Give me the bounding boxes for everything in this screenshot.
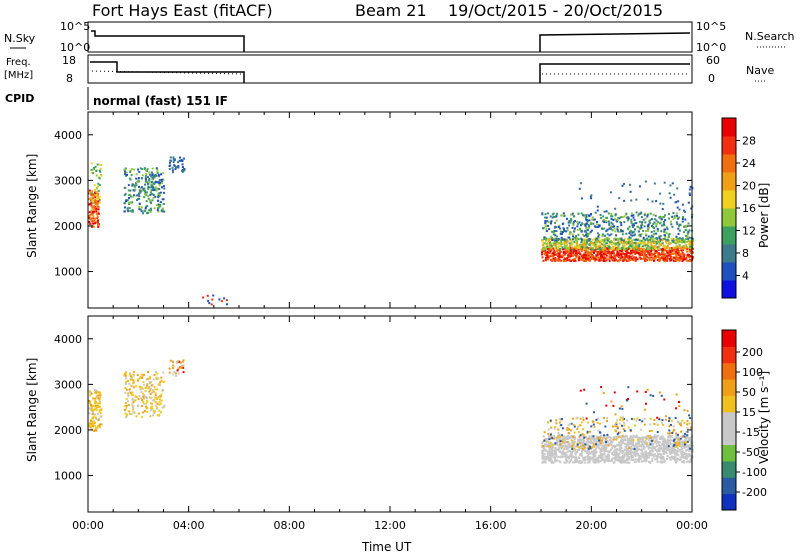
colorbar-segment — [722, 346, 736, 364]
power-colorbar: 4 8 12 16 20 24 28 — [721, 117, 756, 299]
colorbar-tick-label: 15 — [742, 406, 756, 419]
colorbar-frame — [721, 329, 737, 511]
nsky-tick-bottom: 10^0 — [60, 41, 90, 54]
colorbar-tick-label: 24 — [742, 157, 756, 170]
y-tick-label: 3000 — [54, 174, 82, 187]
beam-label: Beam 21 — [355, 1, 427, 20]
y-tick-label: 2000 — [54, 220, 82, 233]
colorbar-tick-label: -15 — [742, 426, 760, 439]
colorbar-segment — [722, 330, 736, 347]
date-range: 19/Oct/2015 - 20/Oct/2015 — [448, 1, 663, 20]
colorbar-segment — [722, 244, 736, 263]
x-tick-label: 00:00 — [72, 519, 104, 532]
nsearch-tick-bottom: 10^0 — [696, 41, 726, 54]
colorbar-segment — [722, 362, 736, 380]
x-tick-label: 04:00 — [173, 519, 205, 532]
freq-panel-frame — [87, 54, 693, 84]
freq-trace — [90, 61, 690, 83]
colorbar-segment — [722, 444, 736, 462]
cpid-value: normal (fast) 151 IF — [93, 94, 228, 108]
nsky-panel-frame — [87, 21, 693, 53]
colorbar-tick-label: 16 — [742, 202, 756, 215]
velocity-x-axis: 00:00 04:00 08:00 12:00 16:00 20:00 00:00 — [72, 316, 708, 532]
power-data — [88, 156, 694, 306]
nsearch-tick-top: 10^5 — [696, 20, 726, 33]
y-tick-label: 4000 — [54, 129, 82, 142]
colorbar-tick-label: 200 — [742, 346, 763, 359]
colorbar-segment — [722, 280, 736, 299]
colorbar-tick-label: 4 — [742, 270, 749, 283]
power-panel: 1000 2000 3000 4000 Slant Range [km] — [25, 111, 694, 309]
station-title: Fort Hays East (fitACF) — [92, 1, 273, 20]
velocity-frame — [87, 315, 693, 513]
y-tick-label: 3000 — [54, 378, 82, 391]
colorbar-segment — [722, 477, 736, 495]
colorbar-segment — [722, 411, 736, 429]
colorbar-segment — [722, 262, 736, 281]
colorbar-tick-label: 100 — [742, 366, 763, 379]
velocity-data — [88, 359, 694, 464]
velocity-y-axis: 1000 2000 3000 4000 — [54, 333, 692, 483]
y-tick-label: 1000 — [54, 266, 82, 279]
colorbar-segment — [722, 460, 736, 478]
colorbar-segment — [722, 428, 736, 446]
nave-tick-top: 60 — [706, 54, 720, 67]
nsky-label: N.Sky — [4, 32, 36, 45]
colorbar-tick-label: -200 — [742, 486, 767, 499]
velocity-colorbar: 200 100 50 15 -15 -50 -100 -200 — [721, 329, 767, 511]
colorbar-tick-label: 12 — [742, 225, 756, 238]
x-tick-label: 12:00 — [374, 519, 406, 532]
power-y-axis: 1000 2000 3000 4000 — [54, 129, 692, 279]
power-ylabel: Slant Range [km] — [25, 154, 39, 258]
colorbar-tick-label: -100 — [742, 466, 767, 479]
nsky-tick-top: 10^5 — [60, 20, 90, 33]
nsearch-label: N.Search — [745, 30, 795, 43]
velocity-colorbar-label: Velocity [m s⁻¹] — [757, 371, 771, 464]
x-tick-label: 16:00 — [475, 519, 507, 532]
colorbar-segment — [722, 493, 736, 511]
y-tick-label: 2000 — [54, 424, 82, 437]
freq-label-1: Freq. — [6, 57, 31, 68]
colorbar-segment — [722, 154, 736, 173]
velocity-ylabel: Slant Range [km] — [25, 358, 39, 462]
colorbar-segment — [722, 395, 736, 413]
power-x-ticks — [87, 112, 693, 308]
freq-label-2: [MHz] — [4, 70, 33, 81]
freq-tick-top: 18 — [62, 54, 76, 67]
power-frame — [87, 111, 693, 309]
colorbar-segment — [722, 379, 736, 396]
x-tick-label: 08:00 — [273, 519, 305, 532]
nsky-trace — [91, 30, 691, 52]
colorbar-tick-label: -50 — [742, 446, 760, 459]
colorbar-segment — [722, 208, 736, 227]
colorbar-tick-label: 20 — [742, 180, 756, 193]
colorbar-segment — [722, 136, 736, 155]
colorbar-tick-label: 50 — [742, 386, 756, 399]
colorbar-segment — [722, 190, 736, 209]
y-tick-label: 4000 — [54, 333, 82, 346]
nave-label: Nave — [746, 64, 774, 77]
colorbar-segment — [722, 118, 736, 137]
colorbar-tick-label: 28 — [742, 135, 756, 148]
colorbar-segment — [722, 172, 736, 191]
freq-tick-bottom: 8 — [66, 72, 73, 85]
colorbar-tick-label: 8 — [742, 247, 749, 260]
xlabel: Time UT — [361, 540, 412, 554]
y-tick-label: 1000 — [54, 470, 82, 483]
colorbar-segment — [722, 226, 736, 245]
power-colorbar-label: Power [dB] — [757, 183, 771, 248]
cpid-label: CPID — [5, 92, 34, 105]
x-tick-label: 20:00 — [575, 519, 607, 532]
nave-tick-bottom: 0 — [708, 72, 715, 85]
x-tick-label: 00:00 — [676, 519, 708, 532]
